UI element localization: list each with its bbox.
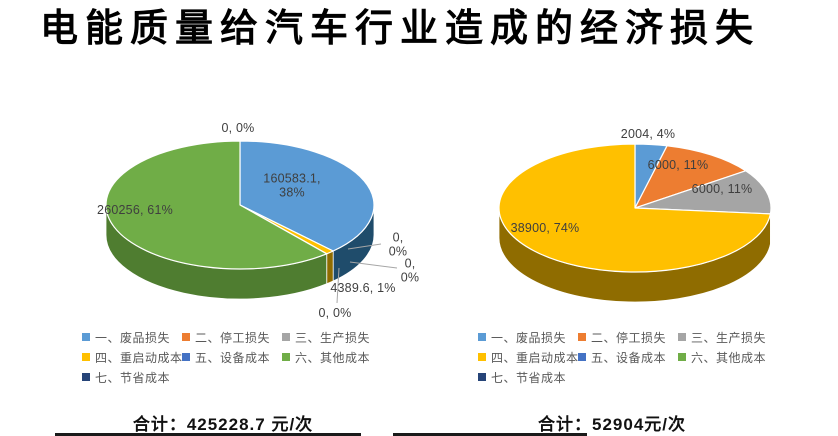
data-label: 6000, 11%	[691, 181, 753, 196]
legend-label: 七、节省成本	[95, 370, 171, 385]
legend-label: 二、停工损失	[195, 330, 271, 345]
legend-swatch-icon	[182, 353, 190, 361]
legend-swatch-icon	[478, 353, 486, 361]
legend-item[interactable]: 一、废品损失	[82, 327, 182, 347]
legend-swatch-icon	[282, 353, 290, 361]
legend-swatch-icon	[578, 353, 586, 361]
data-label: 160583.1, 38%	[263, 171, 321, 200]
data-label: 0, 0%	[388, 230, 408, 259]
legend-swatch-icon	[578, 333, 586, 341]
pie-slice[interactable]	[105, 140, 328, 270]
page-title: 电能质量给汽车行业造成的经济损失	[40, 6, 761, 50]
legend-item[interactable]: 三、生产损失	[282, 327, 382, 347]
legend-swatch-icon	[678, 353, 686, 361]
legend-swatch-icon	[282, 333, 290, 341]
data-label: 0, 0%	[400, 256, 420, 285]
legend-item[interactable]: 五、设备成本	[578, 347, 678, 367]
legend-item[interactable]: 四、重启动成本	[82, 347, 182, 367]
legend-swatch-icon	[82, 353, 90, 361]
legend-item[interactable]: 七、节省成本	[478, 367, 578, 387]
bottom-rule-left	[55, 433, 361, 436]
legend-label: 三、生产损失	[295, 330, 371, 345]
legend-swatch-icon	[182, 333, 190, 341]
legend-item[interactable]: 六、其他成本	[282, 347, 382, 367]
legend-item[interactable]: 六、其他成本	[678, 347, 778, 367]
legend-swatch-icon	[478, 333, 486, 341]
legend-label: 五、设备成本	[591, 350, 667, 365]
legend-label: 二、停工损失	[591, 330, 667, 345]
bottom-rule-right	[393, 433, 587, 436]
legend-label: 五、设备成本	[195, 350, 271, 365]
pie-chart-right-plot[interactable]	[450, 113, 830, 328]
legend-item[interactable]: 四、重启动成本	[478, 347, 578, 367]
pie-slice[interactable]	[498, 143, 772, 273]
legend-item[interactable]: 三、生产损失	[678, 327, 778, 347]
legend-label: 七、节省成本	[491, 370, 567, 385]
data-label: 0, 0%	[318, 305, 352, 320]
legend-item[interactable]: 五、设备成本	[182, 347, 282, 367]
legend-label: 六、其他成本	[691, 350, 767, 365]
legend-item[interactable]: 一、废品损失	[478, 327, 578, 347]
pie-slice[interactable]	[239, 140, 375, 252]
data-label: 2004, 4%	[620, 126, 676, 141]
legend-right: 一、废品损失 二、停工损失 三、生产损失四、重启动成本 五、设备成本 六、其他成本七、节…	[478, 327, 798, 389]
pie-slice[interactable]	[634, 170, 772, 215]
data-label: 4389.6, 1%	[330, 280, 396, 295]
legend-swatch-icon	[82, 373, 90, 381]
legend-swatch-icon	[478, 373, 486, 381]
legend-item[interactable]: 二、停工损失	[182, 327, 282, 347]
pie-chart-right[interactable]: 2004, 4% 6000, 11% 6000, 11% 38900, 74%	[450, 113, 830, 328]
legend-label: 一、废品损失	[95, 330, 171, 345]
label-leader-line	[349, 261, 398, 269]
data-label: 260256, 61%	[97, 202, 173, 217]
legend-swatch-icon	[82, 333, 90, 341]
label-leader-line	[347, 243, 382, 250]
data-label: 6000, 11%	[647, 157, 709, 172]
legend-label: 四、重启动成本	[95, 350, 183, 365]
data-label: 38900, 74%	[510, 220, 580, 235]
data-label: 0, 0%	[221, 120, 255, 135]
legend-item[interactable]: 二、停工损失	[578, 327, 678, 347]
total-left: 合计：425228.7 元/次	[132, 415, 314, 434]
pie-chart-left-plot[interactable]	[30, 113, 430, 328]
legend-label: 三、生产损失	[691, 330, 767, 345]
label-leader-line	[336, 267, 340, 304]
legend-item[interactable]: 七、节省成本	[82, 367, 182, 387]
legend-label: 六、其他成本	[295, 350, 371, 365]
legend-swatch-icon	[678, 333, 686, 341]
legend-label: 一、废品损失	[491, 330, 567, 345]
legend-left: 一、废品损失 二、停工损失 三、生产损失四、重启动成本 五、设备成本 六、其他成本七、节…	[82, 327, 402, 389]
total-right: 合计：52904元/次	[538, 415, 686, 434]
pie-slice-side[interactable]	[326, 250, 334, 285]
pie-chart-left[interactable]: 0, 0% 160583.1, 38% 260256, 61% 0, 0% 0, 0% 4…	[30, 113, 430, 328]
legend-label: 四、重启动成本	[491, 350, 579, 365]
pie-slice[interactable]	[634, 145, 747, 209]
